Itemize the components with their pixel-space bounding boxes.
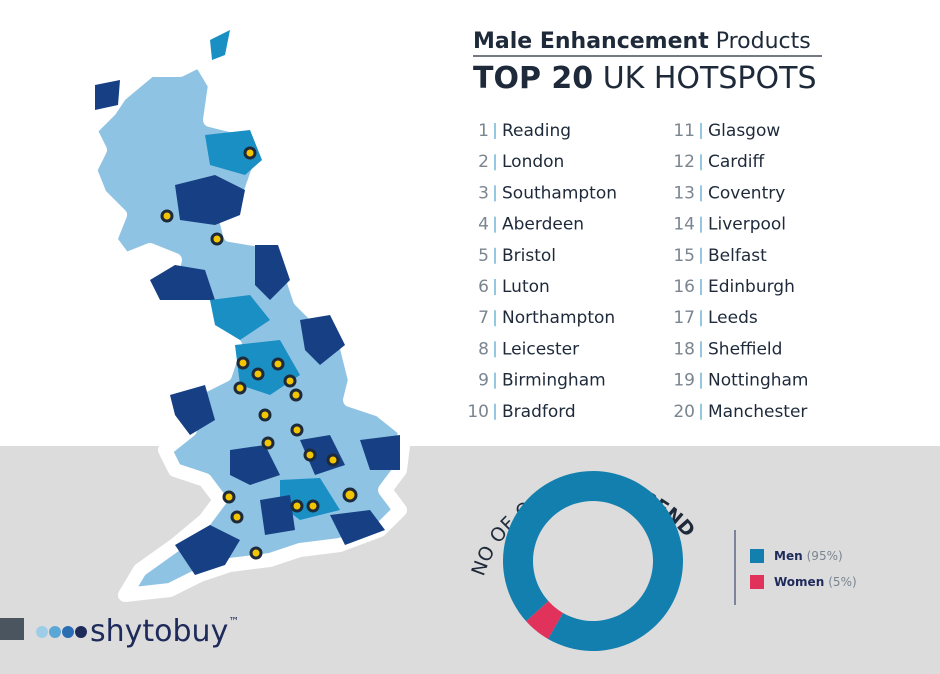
hotspot-rank: 8: [478, 339, 489, 359]
hotspot-rank: 17: [673, 308, 695, 328]
hotspot-city: London: [502, 152, 564, 172]
legend-value: (95%): [807, 549, 843, 563]
hotspot-city: Leeds: [708, 308, 758, 328]
map-region: [175, 525, 240, 575]
map-region: [300, 315, 345, 365]
hotspot-city: Luton: [502, 277, 550, 297]
legend-swatch: [750, 575, 764, 589]
hotspot-city: Coventry: [708, 183, 785, 203]
subtitle-bold: TOP 20: [473, 61, 593, 96]
hotspot-city: Sheffield: [708, 339, 782, 359]
logo: shytobuy™: [90, 614, 239, 649]
legend-label: Men: [774, 549, 803, 563]
hotspot-rank: 18: [673, 339, 695, 359]
hotspot-rank: 11: [673, 121, 695, 141]
hotspot-city: Belfast: [708, 246, 767, 266]
map-region: [255, 245, 290, 300]
legend-entry: Women (5%): [774, 575, 857, 589]
hotspot-rank: 6: [478, 277, 489, 297]
hotspot-rank: 9: [478, 371, 489, 391]
hotspot-city: Edinburgh: [708, 277, 795, 297]
hotspot-rank: 2: [478, 152, 489, 172]
hotspot-city: Leicester: [502, 339, 579, 359]
map-region: [260, 495, 295, 535]
title-bold: Male Enhancement: [473, 29, 709, 54]
legend: Men (95%) Women (5%): [750, 549, 857, 589]
subtitle-light: UK HOTSPOTS: [603, 61, 817, 96]
hotspot-rank: 10: [467, 402, 489, 422]
hotspot-rank: 15: [673, 246, 695, 266]
hotspot-city: Glasgow: [708, 121, 780, 141]
subtitle: TOP 20 UK HOTSPOTS: [473, 61, 816, 96]
legend-value: (5%): [828, 575, 856, 589]
hotspot-rank: 16: [673, 277, 695, 297]
map-region: [330, 510, 385, 545]
hotspot-rank: 5: [478, 246, 489, 266]
hotspot-city: Bradford: [502, 402, 576, 422]
legend-swatch: [750, 549, 764, 563]
logo-dots: [36, 626, 87, 638]
hotspot-dots: [160, 146, 358, 560]
logo-block: [0, 618, 24, 640]
map-region: [210, 30, 230, 60]
hotspot-rank: 20: [673, 402, 695, 422]
hotspot-city: Cardiff: [708, 152, 765, 172]
hotspot-rank: 13: [673, 183, 695, 203]
map-region: [150, 265, 215, 300]
map-region: [230, 445, 280, 485]
brand-mark: ™: [228, 615, 239, 628]
map-region: [360, 435, 400, 470]
hotspot-rank: 4: [478, 215, 489, 235]
hotspot-rank: 3: [478, 183, 489, 203]
hotspot-city: Southampton: [502, 183, 617, 203]
donut: [502, 470, 683, 651]
hotspot-city: Bristol: [502, 246, 556, 266]
legend-label: Women: [774, 575, 824, 589]
hotspot-city: Liverpool: [708, 215, 786, 235]
hotspot-city: Manchester: [708, 402, 807, 422]
map-region: [175, 175, 245, 225]
map-region: [210, 295, 270, 340]
brand-name: shytobuy: [90, 614, 228, 649]
donut-segment: [526, 601, 563, 639]
title: Male Enhancement Products: [473, 29, 811, 54]
map-region: [95, 80, 120, 110]
hotspot-list: 1 Reading 2 London 3 Southampton 4 Aberdeen 5 Bri…: [467, 121, 808, 422]
hotspot-rank: 1: [478, 121, 489, 141]
donut-segment: [502, 470, 683, 651]
hotspot-city: Aberdeen: [502, 215, 584, 235]
hotspot-rank: 12: [673, 152, 695, 172]
title-light: Products: [716, 29, 811, 54]
hotspot-rank: 19: [673, 371, 695, 391]
uk-map: [83, 30, 412, 602]
hotspot-city: Nottingham: [708, 371, 809, 391]
map-region: [205, 130, 262, 175]
hotspot-city: Northampton: [502, 308, 615, 328]
hotspot-rank: 7: [478, 308, 489, 328]
map-region: [170, 385, 215, 435]
legend-entry: Men (95%): [774, 549, 843, 563]
hotspot-city: Reading: [502, 121, 571, 141]
hotspot-city: Birmingham: [502, 371, 606, 391]
hotspot-rank: 14: [673, 215, 695, 235]
